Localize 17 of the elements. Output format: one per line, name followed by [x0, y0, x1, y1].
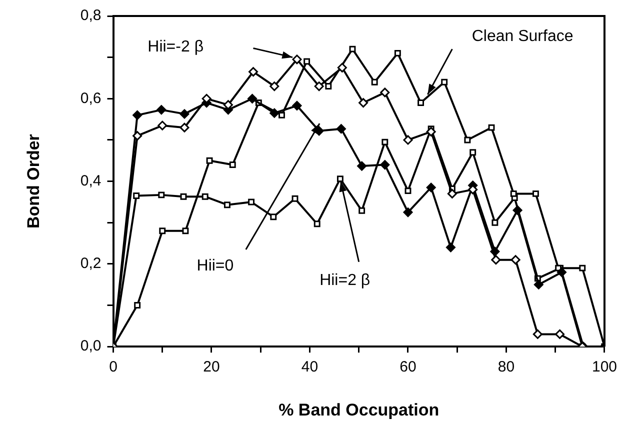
x-tick-label: 0 [109, 358, 118, 376]
x-tick-label: 40 [301, 358, 318, 376]
y-tick-label: 0,8 [80, 7, 102, 24]
text: Hii=-2 β [148, 38, 204, 56]
y-tick-label: 0,4 [80, 172, 102, 190]
x-tick-label: 20 [203, 358, 220, 376]
x-axis-title: % Band Occupation [278, 400, 440, 420]
text: Clean Surface [472, 28, 574, 46]
text: Hii=2 β [320, 272, 370, 289]
y-tick-label: 0,0 [80, 338, 102, 355]
x-tick-label: 80 [498, 358, 515, 376]
text: Hii=0 [196, 257, 234, 274]
x-tick-label: 100 [592, 358, 617, 376]
x-tick-label: 60 [400, 358, 416, 376]
y-tick-label: 0,2 [80, 255, 102, 272]
y-axis-title: Bond Order [24, 134, 43, 229]
y-tick-label: 0,6 [80, 90, 102, 107]
